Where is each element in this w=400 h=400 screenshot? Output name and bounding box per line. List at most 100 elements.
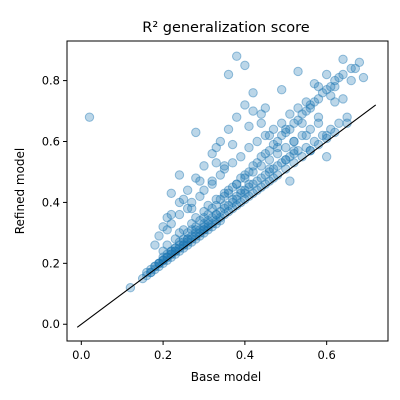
- data-point: [182, 203, 193, 214]
- data-point: [321, 85, 332, 95]
- data-point: [187, 219, 197, 229]
- data-point: [211, 200, 221, 211]
- data-point: [232, 179, 242, 189]
- data-point: [297, 118, 307, 128]
- data-point: [272, 136, 283, 147]
- data-point: [289, 136, 299, 147]
- data-point: [256, 118, 266, 128]
- data-point: [276, 85, 287, 95]
- data-point: [317, 130, 328, 141]
- data-point: [260, 103, 271, 113]
- data-point: [297, 130, 307, 141]
- data-point: [182, 228, 193, 238]
- data-point: [281, 142, 291, 153]
- data-point: [178, 237, 189, 247]
- data-point: [334, 118, 344, 128]
- data-point: [158, 222, 168, 232]
- data-point: [187, 231, 197, 241]
- data-point: [264, 167, 275, 177]
- data-point: [195, 216, 205, 226]
- data-point: [338, 94, 348, 104]
- data-point: [195, 176, 205, 186]
- data-point: [326, 124, 336, 135]
- data-point: [207, 148, 217, 159]
- data-point: [248, 161, 258, 171]
- data-point: [248, 88, 258, 98]
- y-axis-label: Refined model: [13, 148, 27, 235]
- data-point: [166, 246, 176, 256]
- data-point: [260, 148, 271, 159]
- data-point: [215, 136, 226, 147]
- data-point: [219, 161, 230, 171]
- data-point: [240, 188, 250, 198]
- data-point: [301, 142, 311, 153]
- data-point: [240, 60, 250, 71]
- data-point: [256, 152, 266, 162]
- data-point: [227, 139, 238, 150]
- data-point: [309, 97, 320, 107]
- data-point: [321, 69, 332, 80]
- data-point: [293, 66, 303, 77]
- data-point: [244, 142, 254, 153]
- data-point: [313, 94, 324, 104]
- data-point: [187, 225, 197, 235]
- plot-area: [66, 40, 389, 342]
- data-point: [293, 115, 303, 125]
- data-point: [236, 173, 246, 183]
- y-axis: 0.0 0.2 0.4 0.6 0.8: [42, 74, 67, 331]
- data-point: [297, 109, 307, 119]
- data-point: [305, 124, 316, 135]
- data-point: [158, 246, 168, 256]
- data-point: [272, 142, 283, 153]
- data-point: [162, 240, 172, 250]
- data-point: [191, 127, 201, 138]
- data-point: [252, 176, 262, 186]
- data-point: [268, 139, 279, 150]
- data-point: [174, 237, 185, 247]
- x-tick-label: 0.2: [154, 348, 172, 362]
- data-point: [191, 212, 201, 223]
- data-point: [293, 103, 303, 113]
- data-point: [244, 179, 254, 189]
- x-tick-label: 0.0: [72, 348, 90, 362]
- data-point: [232, 179, 242, 189]
- data-point: [174, 197, 185, 208]
- data-point: [264, 145, 275, 156]
- data-point: [264, 130, 275, 141]
- data-point: [240, 185, 250, 195]
- data-point: [276, 130, 287, 141]
- data-point: [309, 78, 320, 89]
- data-point: [236, 152, 246, 162]
- data-point: [187, 197, 197, 208]
- data-point: [191, 222, 201, 232]
- data-point: [301, 130, 311, 141]
- data-point: [346, 63, 356, 74]
- data-point: [170, 243, 181, 253]
- data-point: [330, 75, 340, 86]
- data-point: [281, 155, 291, 165]
- data-point: [268, 164, 279, 174]
- points-layer: [84, 51, 369, 293]
- data-point: [285, 124, 295, 135]
- data-point: [166, 188, 176, 198]
- data-point: [199, 212, 209, 223]
- data-point: [211, 209, 221, 220]
- data-point: [223, 69, 234, 80]
- data-point: [330, 97, 340, 107]
- data-point: [211, 142, 221, 153]
- data-point: [309, 136, 320, 147]
- data-point: [182, 234, 193, 244]
- data-point: [334, 72, 344, 83]
- data-point: [219, 200, 230, 211]
- data-point: [203, 200, 213, 211]
- data-point: [162, 212, 172, 223]
- y-tick-label: 0.0: [42, 317, 60, 331]
- data-point: [178, 194, 189, 205]
- data-point: [256, 173, 266, 183]
- data-point: [358, 72, 369, 83]
- reference-line: [76, 104, 377, 328]
- data-point: [174, 228, 185, 238]
- data-point: [215, 206, 226, 217]
- data-point: [207, 176, 217, 186]
- data-point: [260, 130, 271, 141]
